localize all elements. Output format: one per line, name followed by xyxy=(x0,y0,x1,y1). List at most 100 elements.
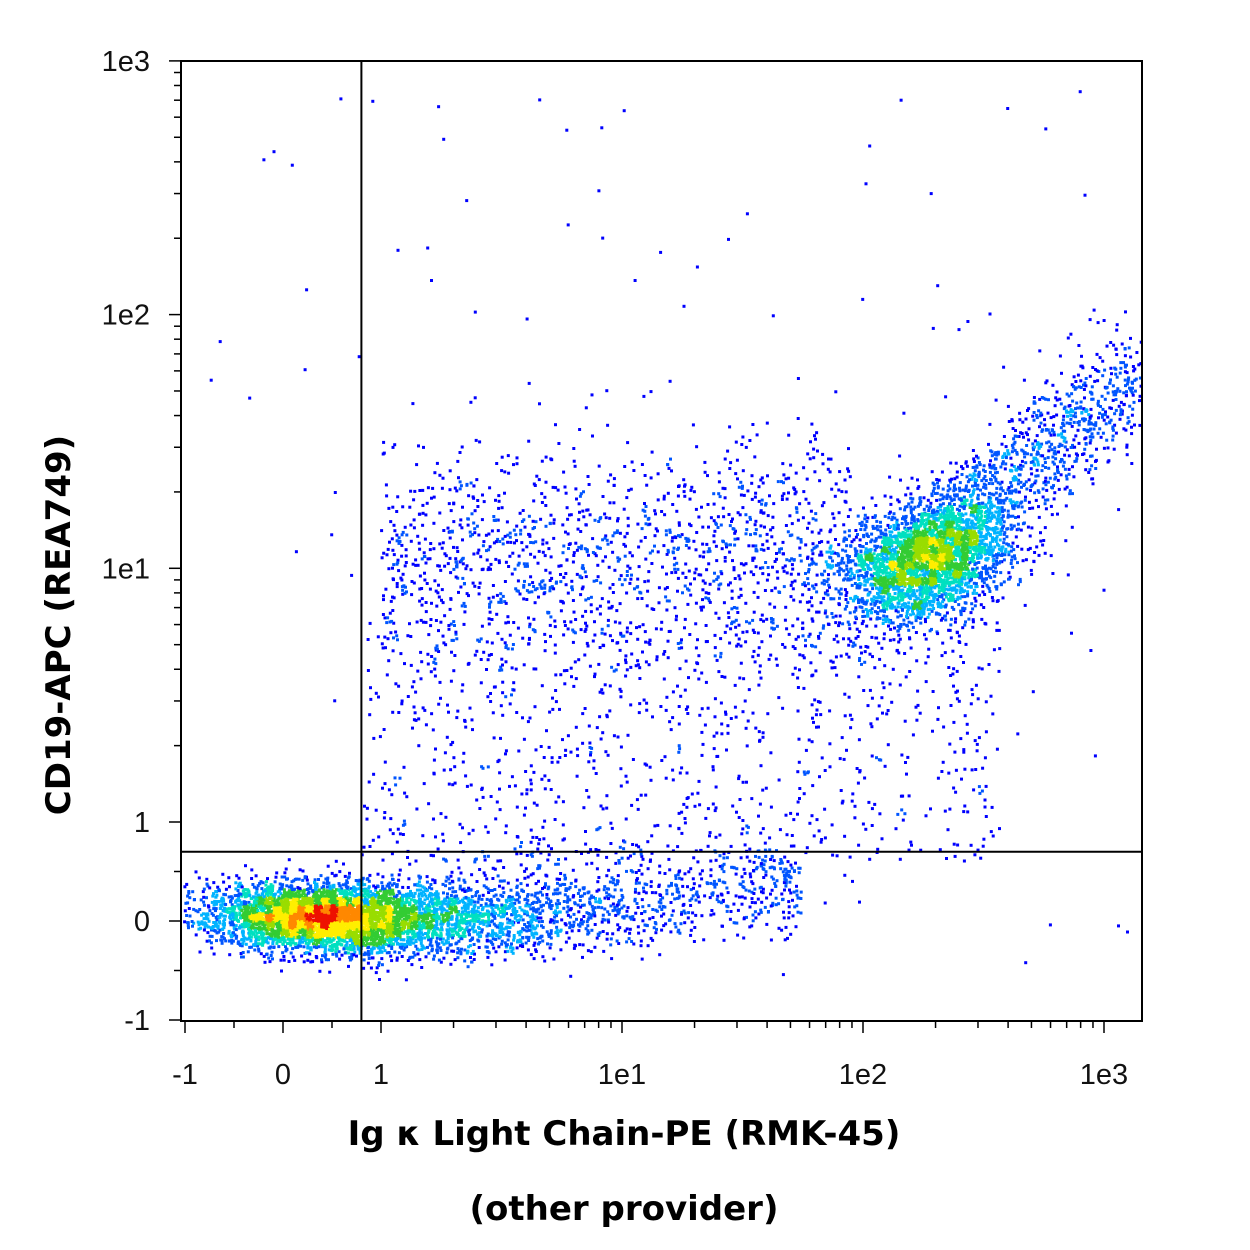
event-dot xyxy=(317,945,321,949)
event-dot xyxy=(287,960,291,963)
event-dot xyxy=(247,912,251,916)
event-dot xyxy=(334,952,338,956)
event-dot xyxy=(472,958,476,961)
event-dot xyxy=(418,908,422,912)
event-dot xyxy=(374,921,378,925)
event-dot xyxy=(214,902,218,906)
event-dot xyxy=(470,895,474,899)
event-dot xyxy=(355,897,359,900)
event-dot xyxy=(348,920,352,924)
event-dot xyxy=(342,902,346,906)
event-dot xyxy=(367,953,371,957)
event-dot xyxy=(334,926,337,930)
event-dot xyxy=(307,920,311,924)
event-dot xyxy=(389,954,393,958)
event-dot xyxy=(361,930,365,934)
event-dot xyxy=(222,902,226,906)
event-dot xyxy=(243,936,247,940)
event-dot xyxy=(302,937,306,941)
event-dot xyxy=(208,886,212,890)
event-dot xyxy=(219,912,223,916)
event-dot xyxy=(417,948,421,952)
event-dot xyxy=(660,914,663,918)
event-dot xyxy=(337,918,341,921)
event-dot xyxy=(263,889,267,893)
event-dot xyxy=(303,929,307,933)
event-dot xyxy=(267,956,271,960)
event-dot xyxy=(323,913,326,917)
event-dot xyxy=(339,910,343,914)
event-dot xyxy=(487,921,491,925)
event-dot xyxy=(279,914,283,918)
event-dot xyxy=(302,889,305,893)
event-dot xyxy=(382,942,386,946)
event-dot xyxy=(222,919,226,923)
event-dot xyxy=(593,923,597,926)
event-dot xyxy=(215,918,219,922)
event-dot xyxy=(514,898,518,902)
event-dot xyxy=(259,900,263,904)
event-dot xyxy=(422,902,426,905)
event-dot xyxy=(445,909,449,913)
event-dot xyxy=(786,936,789,940)
event-dot xyxy=(369,966,373,970)
event-dot xyxy=(266,877,269,881)
event-dot xyxy=(202,928,206,932)
event-dot xyxy=(265,917,269,921)
event-dot xyxy=(317,897,321,900)
event-dot xyxy=(205,877,209,881)
event-dot xyxy=(454,926,458,929)
event-dot xyxy=(288,926,292,929)
event-dot xyxy=(268,946,272,950)
event-dot xyxy=(187,926,190,930)
event-dot xyxy=(282,916,286,920)
event-dot xyxy=(242,925,246,929)
event-dot xyxy=(367,923,371,927)
event-dot xyxy=(285,891,289,895)
event-dot xyxy=(546,942,549,946)
event-dot xyxy=(234,924,238,928)
event-dot xyxy=(420,944,424,948)
event-dot xyxy=(456,951,460,955)
event-dot xyxy=(384,903,388,906)
event-dot xyxy=(285,934,289,938)
event-dot xyxy=(291,938,295,942)
event-dot xyxy=(222,899,226,903)
event-dot xyxy=(378,937,382,941)
event-dot xyxy=(420,900,424,904)
event-dot xyxy=(643,923,647,927)
event-dot xyxy=(309,930,313,934)
event-dot xyxy=(313,878,317,882)
event-dot xyxy=(314,919,318,923)
event-dot xyxy=(420,894,424,898)
event-dot xyxy=(388,933,392,937)
event-dot xyxy=(492,910,496,914)
event-dot xyxy=(269,905,273,909)
event-dot xyxy=(256,893,260,897)
event-dot xyxy=(214,924,218,928)
event-dot xyxy=(324,877,328,881)
event-dot xyxy=(238,942,241,946)
event-dot xyxy=(296,945,300,949)
event-dot xyxy=(280,938,283,942)
event-dot xyxy=(393,927,397,931)
event-dot xyxy=(367,894,371,898)
event-dot xyxy=(287,936,291,940)
event-dot xyxy=(463,959,467,963)
event-dot xyxy=(424,894,428,898)
event-dot xyxy=(254,904,258,908)
event-dot xyxy=(240,955,243,959)
event-dot xyxy=(224,893,227,897)
event-dot xyxy=(409,910,413,914)
event-dot xyxy=(231,906,235,910)
event-dot xyxy=(272,937,276,941)
event-dot xyxy=(378,906,382,910)
event-dot xyxy=(385,935,389,939)
event-dot xyxy=(538,940,542,944)
event-dot xyxy=(338,870,342,874)
event-dot xyxy=(255,890,259,894)
event-dot xyxy=(505,933,509,937)
event-dot xyxy=(276,906,280,910)
event-dot xyxy=(297,922,301,926)
event-dot xyxy=(474,909,478,913)
